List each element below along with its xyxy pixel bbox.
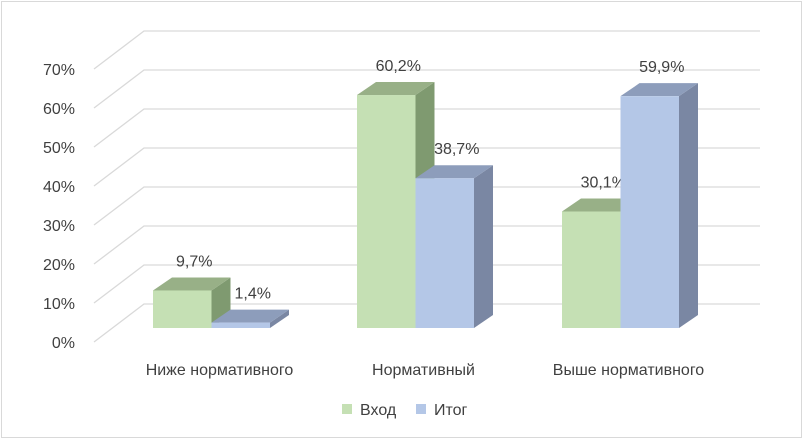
gridline <box>93 225 760 265</box>
data-label: 1,4% <box>235 286 271 303</box>
legend-swatch <box>416 404 426 414</box>
gridline <box>93 186 760 226</box>
legend-label: Вход <box>360 402 397 419</box>
x-category-label: Выше нормативного <box>553 362 705 379</box>
bar-side <box>270 309 289 328</box>
bar-top <box>153 277 231 291</box>
gridline <box>93 108 760 148</box>
bar-side <box>679 83 698 328</box>
gridline <box>93 303 760 343</box>
bar-Вход <box>153 290 212 328</box>
legend-label: Итог <box>434 402 468 419</box>
gridline <box>93 147 760 187</box>
y-tick-label: 70% <box>43 62 75 79</box>
y-tick-label: 20% <box>43 257 75 274</box>
y-tick-label: 50% <box>43 140 75 157</box>
x-category-label: Ниже нормативного <box>146 362 294 379</box>
y-tick-label: 10% <box>43 296 75 313</box>
y-tick-label: 0% <box>52 335 75 352</box>
bar-Итог <box>211 322 270 328</box>
data-label: 59,9% <box>639 59 684 76</box>
data-label: 60,2% <box>376 58 421 75</box>
bar-top <box>211 309 289 323</box>
gridline <box>93 69 760 109</box>
bar-Вход <box>357 95 416 328</box>
bar-side <box>474 165 493 328</box>
bar-top <box>562 198 640 212</box>
y-tick-label: 40% <box>43 179 75 196</box>
bar-top <box>620 83 698 97</box>
data-label: 9,7% <box>176 253 212 270</box>
data-label: 30,1% <box>581 175 626 192</box>
bar-top <box>357 82 435 96</box>
x-category-label: Нормативный <box>372 362 475 379</box>
gridline <box>93 30 760 70</box>
y-tick-label: 30% <box>43 218 75 235</box>
legend-swatch <box>342 404 352 414</box>
bar-Вход <box>562 211 621 328</box>
gridline <box>93 264 760 304</box>
data-label: 38,7% <box>434 141 479 158</box>
bar-Итог <box>415 178 474 328</box>
y-tick-label: 60% <box>43 101 75 118</box>
bar-top <box>415 165 493 179</box>
bar-Итог <box>620 96 679 328</box>
